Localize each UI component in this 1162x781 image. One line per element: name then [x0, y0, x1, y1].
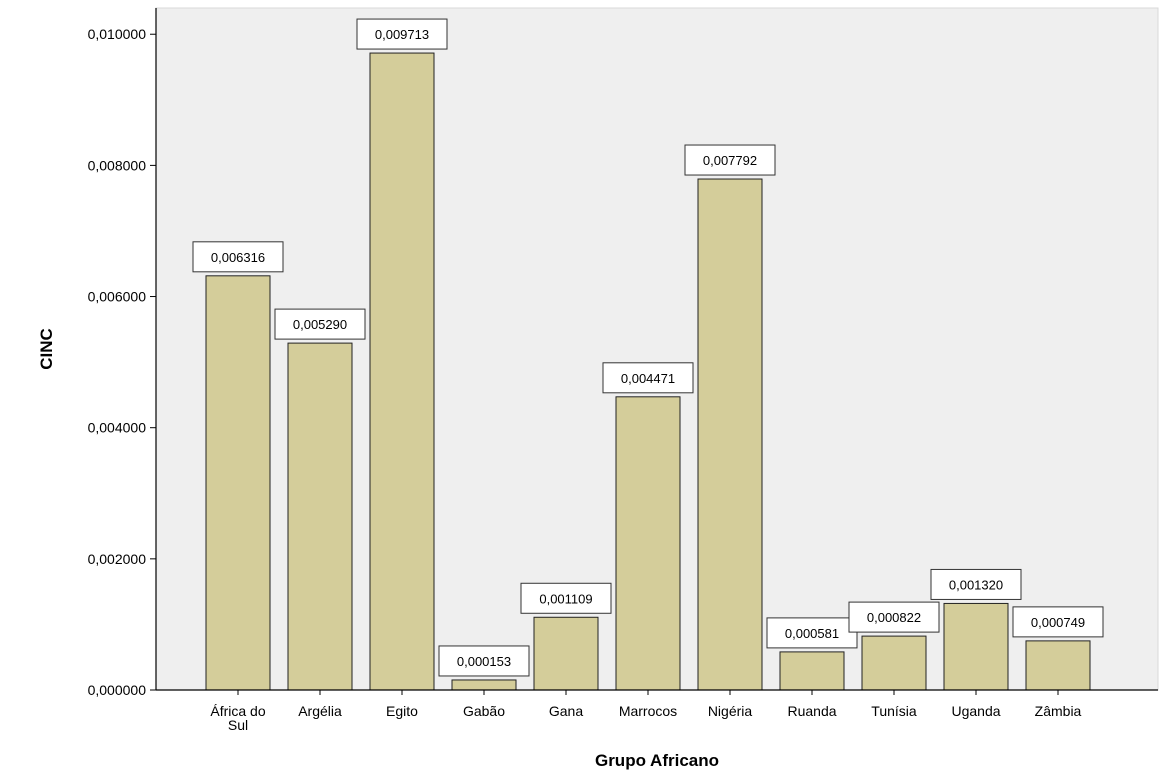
- x-category-label: Gana: [549, 703, 583, 719]
- data-label-box: [1012, 606, 1104, 638]
- bar: [861, 635, 927, 691]
- x-axis-title: Grupo Africano: [595, 751, 719, 770]
- y-tick-label: 0,004000: [88, 420, 147, 436]
- bar: [369, 52, 435, 691]
- y-axis-title: CINC: [37, 328, 56, 370]
- data-label: 0,001320: [949, 577, 1003, 592]
- data-label: 0,000153: [457, 654, 511, 669]
- y-tick-label: 0,008000: [88, 157, 147, 173]
- bar: [1025, 640, 1091, 691]
- data-label: 0,009713: [375, 27, 429, 42]
- x-category-label: África do Sul: [210, 703, 265, 733]
- data-label: 0,005290: [293, 317, 347, 332]
- data-label: 0,000749: [1031, 615, 1085, 630]
- bar: [451, 679, 517, 691]
- bar: [205, 275, 271, 691]
- data-label-box: [438, 645, 530, 677]
- bar: [779, 651, 845, 691]
- y-tick-label: 0,010000: [88, 26, 147, 42]
- data-label: 0,000581: [785, 626, 839, 641]
- x-category-label: Egito: [386, 703, 418, 719]
- y-tick-label: 0,000000: [88, 682, 147, 698]
- data-label-box: [848, 601, 940, 633]
- bar: [533, 616, 599, 691]
- data-labels: 0,006316 0,005290 0,009713 0,000153 0,001109…: [192, 18, 1104, 677]
- x-category-label: Marrocos: [619, 703, 677, 719]
- bars: [205, 52, 1091, 691]
- data-label-box: [520, 582, 612, 614]
- data-label-box: [356, 18, 448, 50]
- data-label-box: [930, 568, 1022, 600]
- x-category-label: Ruanda: [787, 703, 836, 719]
- bar: [287, 342, 353, 691]
- data-label-box: [684, 144, 776, 176]
- data-label: 0,007792: [703, 153, 757, 168]
- x-category-label: Tunísia: [871, 703, 917, 719]
- x-category-label: Uganda: [951, 703, 1000, 719]
- y-axis-ticks: 0,000000 0,002000 0,004000 0,006000 0,008000…: [88, 26, 156, 698]
- data-label: 0,001109: [539, 591, 592, 606]
- data-label: 0,000822: [867, 610, 921, 625]
- data-label: 0,006316: [211, 250, 265, 265]
- bar: [697, 178, 763, 691]
- x-category-label: Nigéria: [708, 703, 753, 719]
- x-category-label: Gabão: [463, 703, 505, 719]
- x-axis-category-labels: África do Sul Argélia Egito Gabão Gana Marroco…: [210, 690, 1082, 733]
- x-category-label: Zâmbia: [1035, 703, 1082, 719]
- y-tick-label: 0,006000: [88, 289, 147, 305]
- bar: [943, 602, 1009, 691]
- x-category-label: Argélia: [298, 703, 342, 719]
- data-label-box: [766, 617, 858, 649]
- bar: [615, 396, 681, 691]
- data-label-box: [192, 241, 284, 273]
- y-tick-label: 0,002000: [88, 551, 147, 567]
- data-label-box: [274, 308, 366, 340]
- data-label: 0,004471: [621, 371, 675, 386]
- data-label-box: [602, 362, 694, 394]
